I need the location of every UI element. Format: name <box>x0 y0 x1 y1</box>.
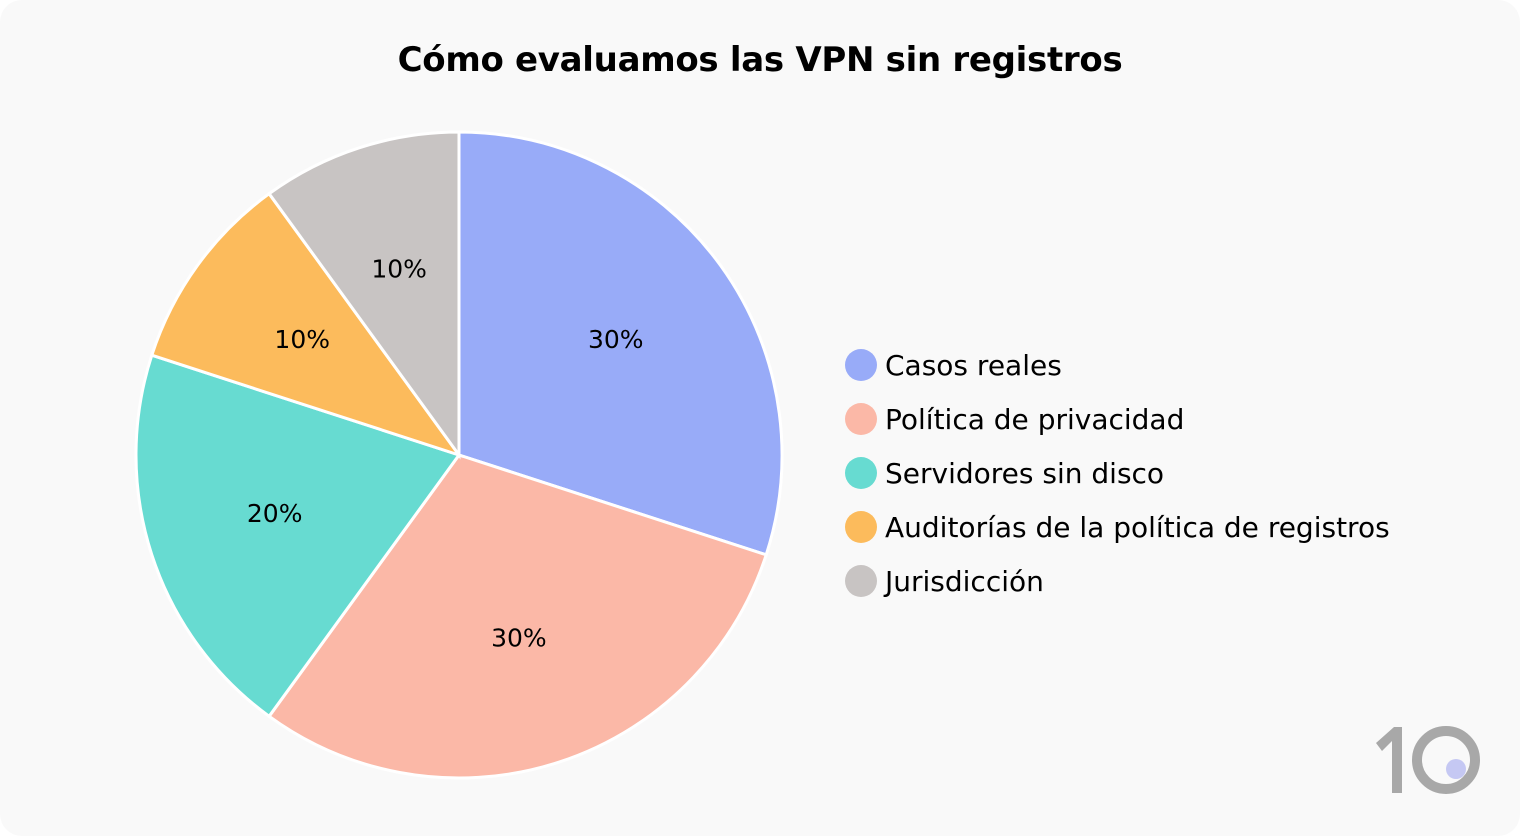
pie-slice <box>134 353 462 719</box>
slice-data-label: 30% <box>588 325 644 354</box>
pie-slice <box>267 453 769 780</box>
slice-data-label: 10% <box>274 325 330 354</box>
pie-slice <box>457 130 784 557</box>
legend-label: Auditorías de la política de registros <box>885 510 1390 544</box>
pie-slice <box>149 191 463 458</box>
legend-swatch <box>845 349 877 381</box>
slice-data-label: 20% <box>247 499 303 528</box>
legend-label: Jurisdicción <box>885 564 1044 598</box>
slice-data-label: 10% <box>371 255 427 284</box>
legend-item: Jurisdicción <box>845 554 1390 608</box>
legend-item: Casos reales <box>845 338 1390 392</box>
legend-label: Casos reales <box>885 348 1062 382</box>
chart-title: Cómo evaluamos las VPN sin registros <box>397 40 1123 80</box>
legend-item: Auditorías de la política de registros <box>845 500 1390 554</box>
legend-label: Política de privacidad <box>885 402 1185 436</box>
legend: Casos reales Política de privacidad Servid… <box>845 338 1390 608</box>
legend-item: Política de privacidad <box>845 392 1390 446</box>
legend-swatch <box>845 565 877 597</box>
legend-swatch <box>845 511 877 543</box>
legend-item: Servidores sin disco <box>845 446 1390 500</box>
brand-logo <box>1376 726 1480 794</box>
legend-label: Servidores sin disco <box>885 456 1165 490</box>
pie-slice <box>267 130 461 460</box>
legend-swatch <box>845 457 877 489</box>
slice-data-label: 30% <box>491 623 547 652</box>
legend-swatch <box>845 403 877 435</box>
